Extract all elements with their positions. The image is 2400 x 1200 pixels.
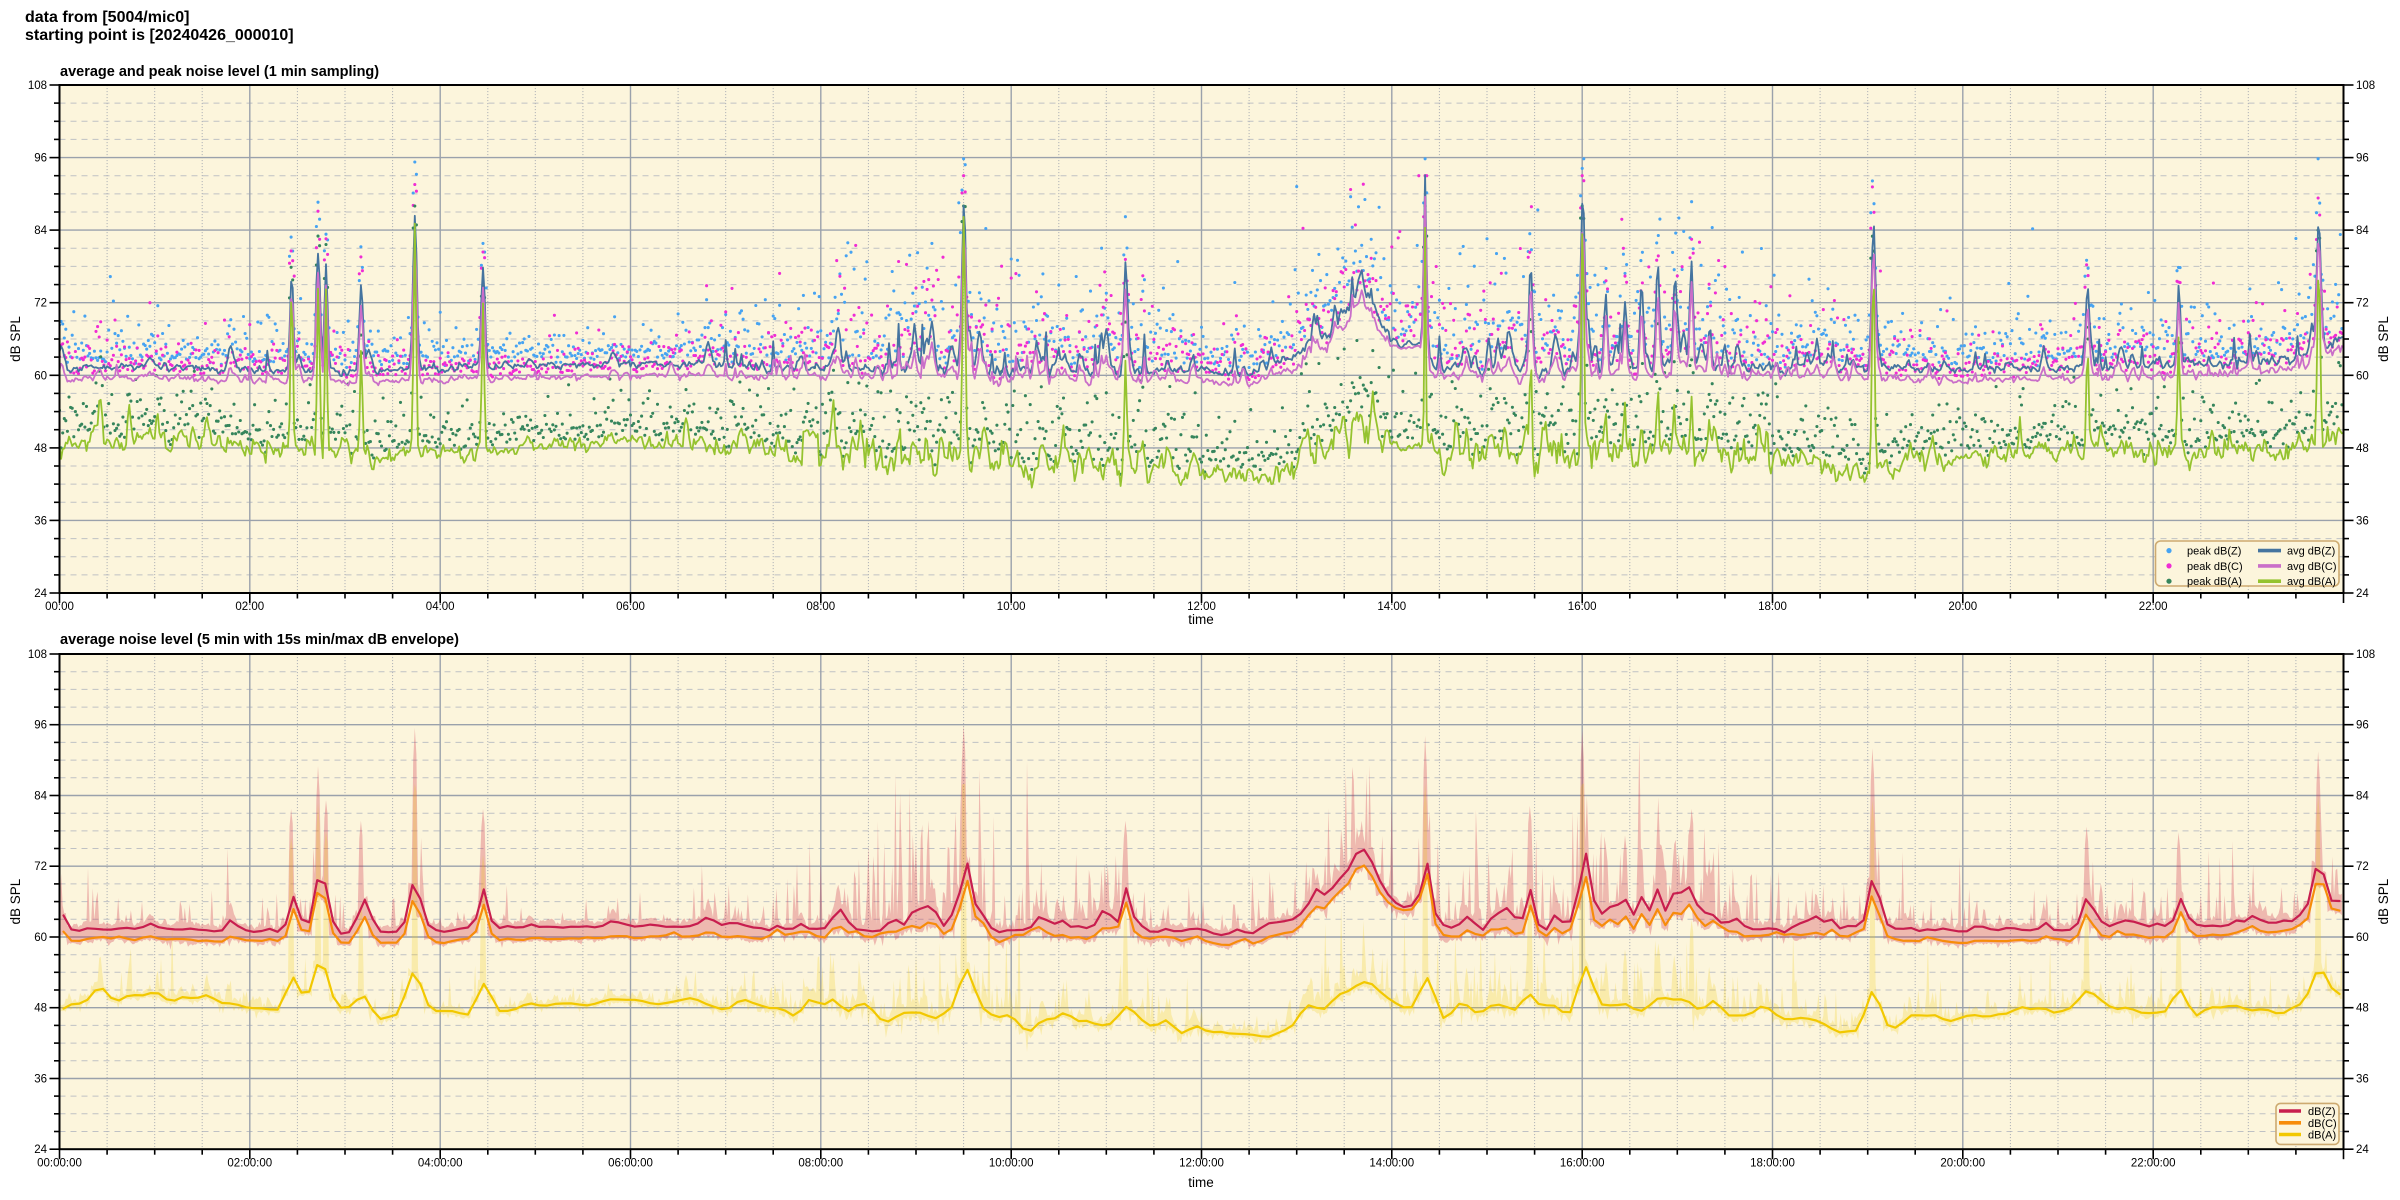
svg-text:72: 72 [2356,298,2369,310]
svg-text:data from [5004/mic0]: data from [5004/mic0] [25,9,190,26]
svg-text:60: 60 [34,932,47,944]
svg-text:36: 36 [2356,515,2369,527]
svg-text:peak dB(A): peak dB(A) [2187,576,2242,588]
svg-text:time: time [1188,612,1214,627]
svg-text:12:00:00: 12:00:00 [1179,1157,1224,1169]
svg-text:dB(A): dB(A) [2308,1130,2336,1142]
svg-text:84: 84 [2356,791,2369,803]
svg-text:22:00:00: 22:00:00 [2131,1157,2176,1169]
svg-text:00:00: 00:00 [45,601,74,613]
svg-text:108: 108 [28,649,47,661]
svg-text:60: 60 [2356,370,2369,382]
svg-text:60: 60 [2356,932,2369,944]
svg-text:24: 24 [34,588,47,600]
svg-text:04:00:00: 04:00:00 [418,1157,463,1169]
svg-text:18:00:00: 18:00:00 [1750,1157,1795,1169]
svg-text:starting point is [20240426_00: starting point is [20240426_000010] [25,27,294,44]
svg-text:dB SPL: dB SPL [8,878,23,924]
svg-text:avg dB(A): avg dB(A) [2287,576,2336,588]
svg-text:06:00: 06:00 [616,601,645,613]
svg-text:24: 24 [2356,1144,2369,1156]
svg-text:108: 108 [28,80,47,92]
svg-text:48: 48 [34,1003,47,1015]
svg-text:dB(C): dB(C) [2308,1118,2337,1130]
svg-text:00:00:00: 00:00:00 [37,1157,82,1169]
svg-text:06:00:00: 06:00:00 [608,1157,653,1169]
svg-text:02:00:00: 02:00:00 [227,1157,272,1169]
svg-text:14:00:00: 14:00:00 [1369,1157,1414,1169]
svg-text:dB SPL: dB SPL [8,316,23,362]
svg-text:96: 96 [34,720,47,732]
svg-text:72: 72 [34,861,47,873]
svg-text:20:00:00: 20:00:00 [1940,1157,1985,1169]
svg-text:10:00:00: 10:00:00 [989,1157,1034,1169]
svg-text:108: 108 [2356,80,2375,92]
svg-text:96: 96 [34,153,47,165]
svg-text:24: 24 [2356,588,2369,600]
svg-text:dB SPL: dB SPL [2376,316,2391,362]
svg-text:36: 36 [34,1074,47,1086]
svg-text:08:00: 08:00 [806,601,835,613]
svg-text:dB(Z): dB(Z) [2308,1106,2336,1118]
svg-text:36: 36 [2356,1074,2369,1086]
svg-text:60: 60 [34,370,47,382]
svg-text:02:00: 02:00 [235,601,264,613]
svg-text:24: 24 [34,1144,47,1156]
svg-text:14:00: 14:00 [1377,601,1406,613]
svg-text:08:00:00: 08:00:00 [798,1157,843,1169]
svg-text:36: 36 [34,515,47,527]
svg-text:18:00: 18:00 [1758,601,1787,613]
svg-text:96: 96 [2356,720,2369,732]
svg-text:20:00: 20:00 [1948,601,1977,613]
svg-text:04:00: 04:00 [426,601,455,613]
svg-text:peak dB(Z): peak dB(Z) [2187,546,2241,558]
svg-text:72: 72 [2356,861,2369,873]
svg-text:108: 108 [2356,649,2375,661]
svg-text:12:00: 12:00 [1187,601,1216,613]
svg-text:84: 84 [34,791,47,803]
svg-text:48: 48 [2356,1003,2369,1015]
svg-text:average noise level (5 min wit: average noise level (5 min with 15s min/… [60,632,459,648]
svg-text:dB SPL: dB SPL [2376,878,2391,924]
svg-text:peak dB(C): peak dB(C) [2187,561,2243,573]
svg-text:22:00: 22:00 [2139,601,2168,613]
svg-text:48: 48 [34,443,47,455]
svg-text:16:00:00: 16:00:00 [1560,1157,1605,1169]
svg-text:84: 84 [2356,225,2369,237]
svg-text:average and peak noise level (: average and peak noise level (1 min samp… [60,64,379,80]
svg-text:avg dB(Z): avg dB(Z) [2287,546,2335,558]
svg-text:10:00: 10:00 [997,601,1026,613]
svg-text:96: 96 [2356,153,2369,165]
svg-text:48: 48 [2356,443,2369,455]
svg-text:avg dB(C): avg dB(C) [2287,561,2337,573]
svg-text:16:00: 16:00 [1568,601,1597,613]
svg-text:time: time [1188,1175,1214,1190]
svg-text:72: 72 [34,298,47,310]
svg-text:84: 84 [34,225,47,237]
